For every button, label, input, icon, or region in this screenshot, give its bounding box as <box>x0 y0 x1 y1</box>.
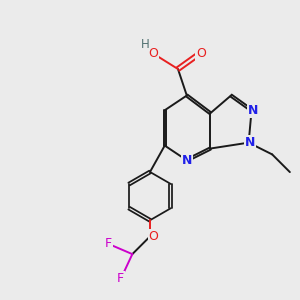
Text: O: O <box>148 230 158 243</box>
Text: F: F <box>105 237 112 250</box>
Text: H: H <box>141 38 149 50</box>
Text: O: O <box>196 47 206 60</box>
Text: F: F <box>117 272 124 285</box>
Text: N: N <box>182 154 192 167</box>
Text: N: N <box>248 104 258 117</box>
Text: N: N <box>245 136 255 149</box>
Text: O: O <box>148 47 158 60</box>
